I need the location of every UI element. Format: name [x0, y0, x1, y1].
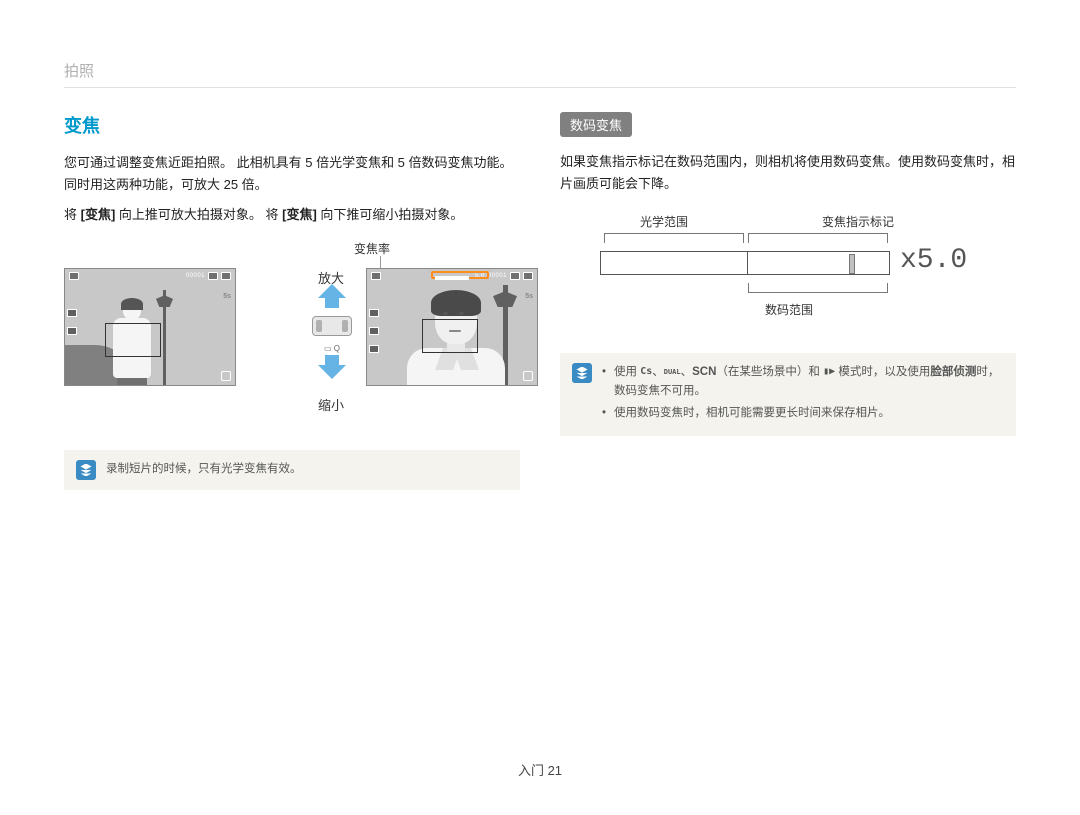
focus-box — [105, 323, 161, 357]
note-box-right: 使用 Cs、DUAL、SCN（在某些场景中）和 ▮▶ 模式时，以及使用脸部侦测时… — [560, 353, 1016, 436]
t: 模式时，以及使用 — [835, 366, 930, 378]
zoom-value: x5.0 — [900, 245, 967, 276]
sd-icon — [510, 272, 520, 280]
zoom-instruction: 将 [变焦] 向上推可放大拍摄对象。 将 [变焦] 向下推可缩小拍摄对象。 — [64, 204, 520, 226]
mode-cs-icon: Cs — [640, 364, 652, 380]
digital-range-label: 数码范围 — [765, 301, 813, 318]
t: 使用 — [614, 366, 640, 378]
camera-icon — [371, 272, 381, 280]
t: 向下推可缩小拍摄对象。 — [317, 207, 464, 222]
zoom-out-label: 缩小 — [318, 395, 344, 414]
zoom-glyphs: ▭ Q — [302, 344, 362, 353]
page-footer: 入门 21 — [0, 760, 1080, 779]
t: 将 — [64, 207, 81, 222]
battery-icon — [523, 272, 533, 280]
note-icon — [572, 363, 592, 383]
t: [变焦] — [81, 207, 116, 222]
zoom-indicator-label: 变焦指示标记 — [822, 213, 894, 230]
note-text: 录制短片的时候，只有光学变焦有效。 — [106, 460, 508, 478]
t: 、 — [681, 366, 693, 378]
digital-zoom-tag: 数码变焦 — [560, 112, 632, 137]
note-box-left: 录制短片的时候，只有光学变焦有效。 — [64, 450, 520, 490]
counter: 00001 — [186, 273, 205, 279]
lcd-screen-wide: 00001 5s — [64, 268, 236, 386]
focus-box — [422, 319, 478, 353]
t: 向上推可放大拍摄对象。 将 — [115, 207, 282, 222]
section-heading: 拍照 — [64, 60, 1016, 81]
note-line-1: 使用 Cs、DUAL、SCN（在某些场景中）和 ▮▶ 模式时，以及使用脸部侦测时… — [602, 363, 1004, 400]
divider — [64, 87, 1016, 88]
optical-range-label: 光学范围 — [640, 213, 688, 230]
zoom-intro: 您可通过调整变焦近距拍照。 此相机具有 5 倍光学变焦和 5 倍数码变焦功能。 … — [64, 152, 520, 196]
zoom-strip — [600, 251, 890, 275]
note-line-2: 使用数码变焦时，相机可能需要更长时间来保存相片。 — [602, 404, 1004, 422]
zoom-title: 变焦 — [64, 112, 520, 138]
mode-scn-icon: SCN — [692, 366, 716, 378]
counter: 00001 — [488, 273, 507, 279]
t: 脸部侦测 — [930, 366, 976, 378]
digital-zoom-diagram: 光学范围 变焦指示标记 x5.0 数码范围 — [600, 213, 980, 323]
right-column: 数码变焦 如果变焦指示标记在数码范围内，则相机将使用数码变焦。使用数码变焦时，相… — [560, 112, 1016, 490]
zoom-rocker-icon — [312, 316, 352, 336]
mode-video-icon: ▮▶ — [823, 364, 835, 380]
camera-icon — [69, 272, 79, 280]
battery-icon — [221, 272, 231, 280]
left-column: 变焦 您可通过调整变焦近距拍照。 此相机具有 5 倍光学变焦和 5 倍数码变焦功… — [64, 112, 520, 490]
camera-diagram: 变焦率 放大 缩小 00001 5s — [64, 240, 520, 420]
t: [变焦] — [282, 207, 317, 222]
t: （在某些场景中）和 — [716, 366, 823, 378]
sd-icon — [208, 272, 218, 280]
lcd-screen-zoomed: 5.0 00001 5s — [366, 268, 538, 386]
mode-dual-icon: DUAL — [664, 367, 681, 378]
footer-label: 入门 — [518, 763, 544, 778]
arrow-up-icon — [318, 284, 346, 298]
zoom-rate-label: 变焦率 — [354, 240, 390, 257]
zoom-bar-highlight — [431, 271, 489, 279]
zoom-marker — [849, 254, 855, 274]
footer-page: 21 — [548, 763, 562, 778]
callout-line — [380, 256, 381, 268]
arrow-down-icon — [318, 365, 346, 379]
zoom-arrows: ▭ Q — [302, 284, 362, 379]
digital-zoom-text: 如果变焦指示标记在数码范围内，则相机将使用数码变焦。使用数码变焦时，相片画质可能… — [560, 151, 1016, 195]
note-icon — [76, 460, 96, 480]
t: 、 — [652, 366, 664, 378]
